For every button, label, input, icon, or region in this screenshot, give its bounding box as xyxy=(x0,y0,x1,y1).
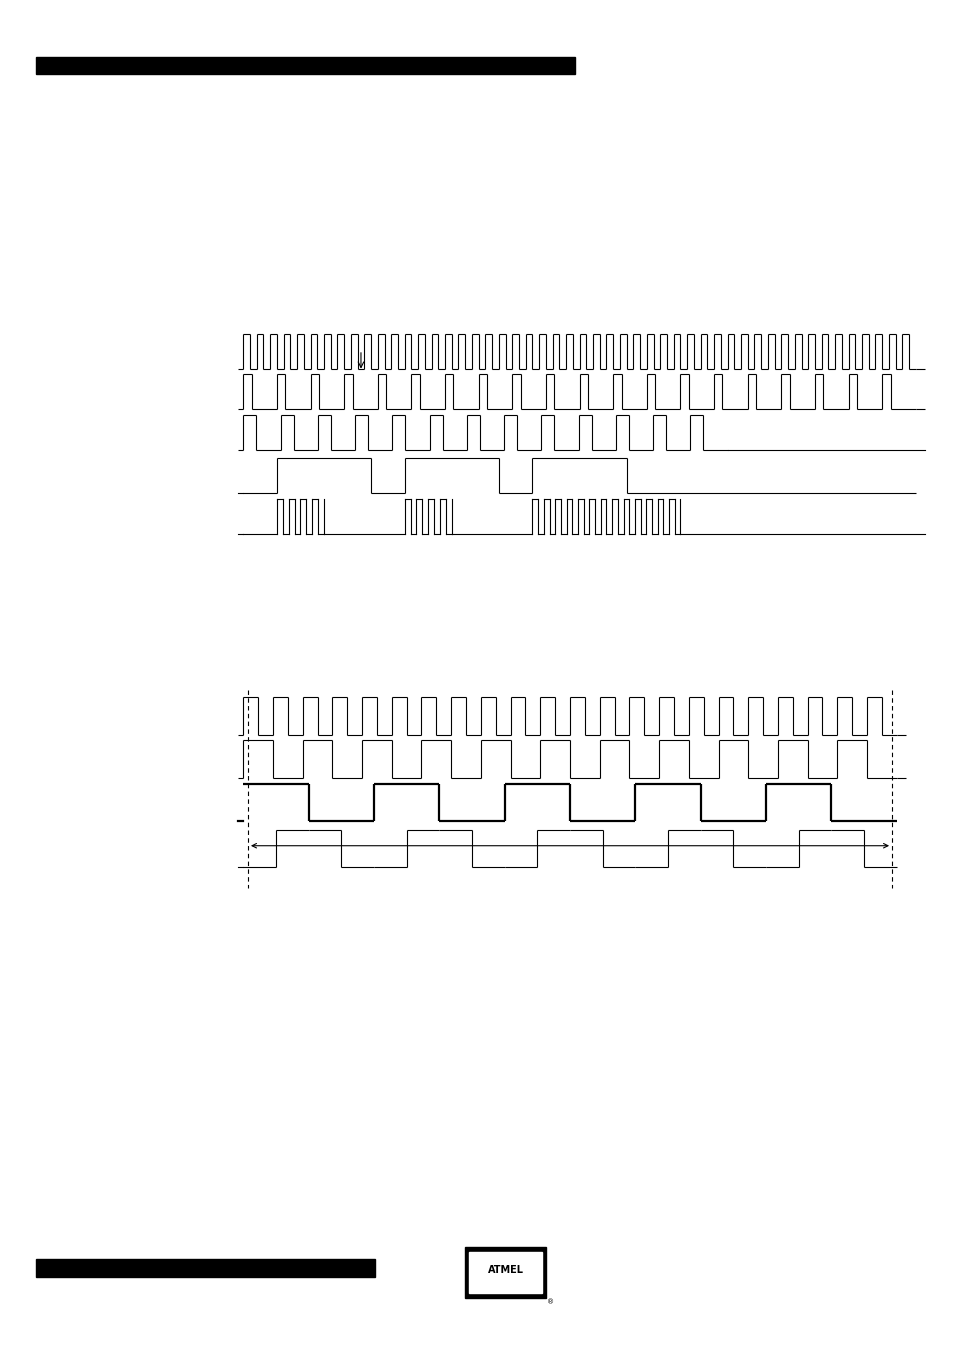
Bar xyxy=(36,57,575,74)
Text: ATMEL: ATMEL xyxy=(487,1265,523,1275)
Bar xyxy=(36,1259,375,1277)
Text: ®: ® xyxy=(547,1300,554,1305)
Bar xyxy=(469,1252,541,1293)
Bar xyxy=(465,1247,545,1298)
